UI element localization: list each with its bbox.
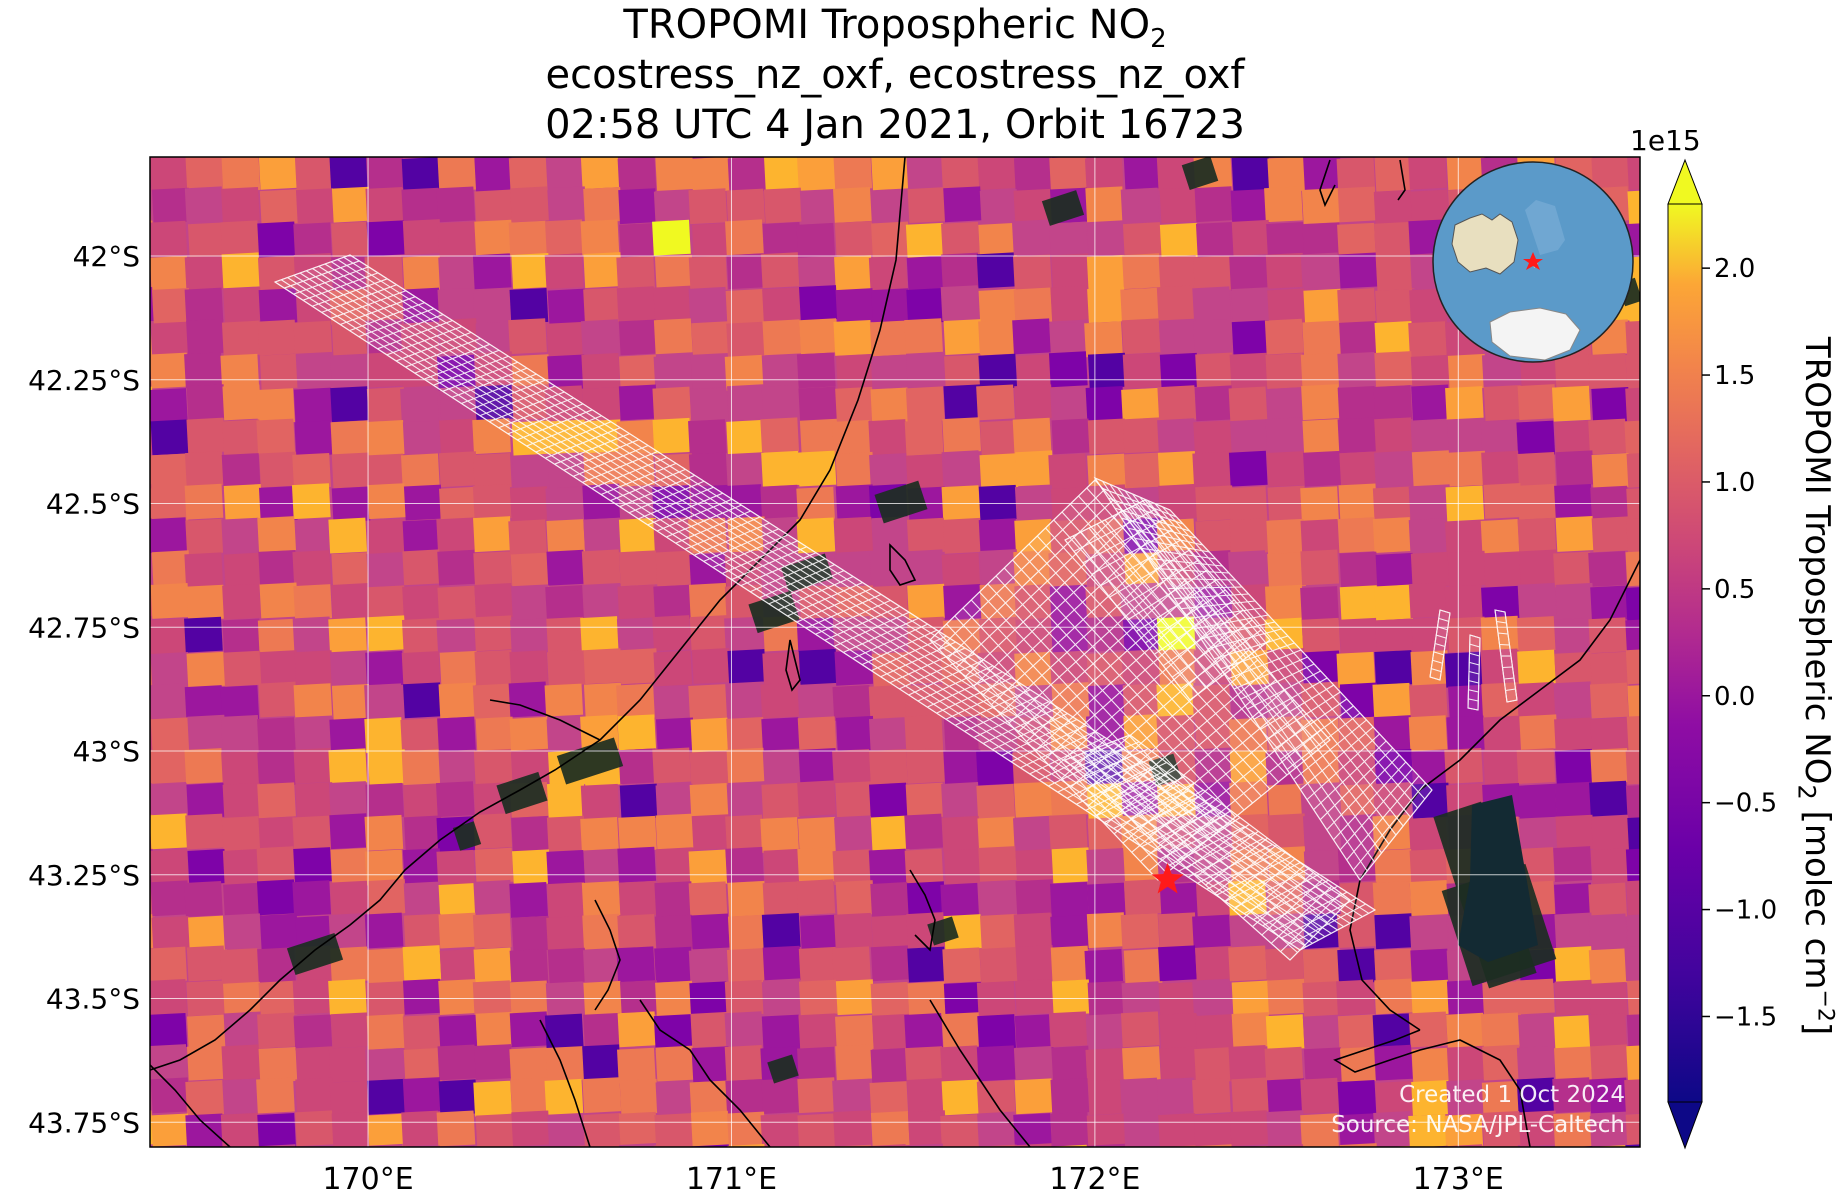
target-star-marker: [1151, 862, 1184, 894]
colorbar-tick-label: −1.0: [1714, 896, 1777, 926]
antarctica-icon: [1489, 307, 1581, 361]
colorbar-tick-label: 1.5: [1714, 361, 1755, 391]
map-border: [149, 156, 1641, 1148]
lon-label: 172°E: [1049, 1162, 1140, 1193]
colorbar-tick-label: 0.0: [1714, 682, 1755, 712]
colorbar-tick-label: 1.0: [1714, 468, 1755, 498]
colorbar-tick-label: 0.5: [1714, 575, 1755, 605]
longitude-labels: 170°E 171°E 172°E 173°E: [322, 1162, 1503, 1193]
lat-label: 42.75°S: [28, 611, 140, 644]
ecostress-footprint-grid: [273, 254, 1518, 961]
coastline: [150, 157, 1640, 1147]
lon-label: 173°E: [1413, 1162, 1504, 1193]
colorbar-tick-label: −1.5: [1714, 1002, 1777, 1032]
lat-label: 42.25°S: [28, 364, 140, 397]
lat-label: 43.75°S: [28, 1106, 140, 1139]
lon-label: 171°E: [686, 1162, 777, 1193]
lat-label: 42°S: [73, 240, 140, 273]
colorbar-min-extension: [1667, 1101, 1703, 1150]
australia-icon: [1451, 213, 1519, 275]
figure-time-orbit: 02:58 UTC 4 Jan 2021, Orbit 16723: [545, 102, 1245, 148]
lat-label: 42.5°S: [46, 488, 140, 521]
inset-location-star: [1523, 252, 1543, 270]
lat-label: 43°S: [73, 735, 140, 768]
lon-label: 170°E: [322, 1162, 413, 1193]
colorbar-tick-label: 2.0: [1714, 254, 1755, 284]
created-date: Created 1 Oct 2024: [1399, 1082, 1625, 1108]
colorbar-tick-label: −0.5: [1714, 789, 1777, 819]
lat-label: 43.25°S: [28, 859, 140, 892]
colorbar-exponent: 1e15: [1630, 124, 1701, 157]
latitude-labels: 42°S 42.25°S 42.5°S 42.75°S 43°S 43.25°S 43.5°…: [28, 240, 140, 1139]
colorbar: 2.0 1.5 1.0 0.5 0.0 −0.5 −1.0 −1.5: [1667, 158, 1777, 1150]
credit-text: Created 1 Oct 2024 Source: NASA/JPL-Calt…: [1331, 1080, 1625, 1140]
figure-title: TROPOMI Tropospheric NO2: [623, 2, 1167, 54]
lat-label: 43.5°S: [46, 983, 140, 1016]
inset-globe: [1432, 161, 1634, 363]
data-source: Source: NASA/JPL-Caltech: [1331, 1112, 1625, 1138]
colorbar-max-extension: [1667, 158, 1703, 205]
colorbar-label: TROPOMI Tropospheric NO2 [molec cm−2]: [1792, 336, 1838, 1036]
colorbar-ticks: 2.0 1.5 1.0 0.5 0.0 −0.5 −1.0 −1.5: [1702, 254, 1777, 1032]
figure-subtitle: ecostress_nz_oxf, ecostress_nz_oxf: [545, 52, 1245, 98]
graticule: [150, 157, 1640, 1147]
